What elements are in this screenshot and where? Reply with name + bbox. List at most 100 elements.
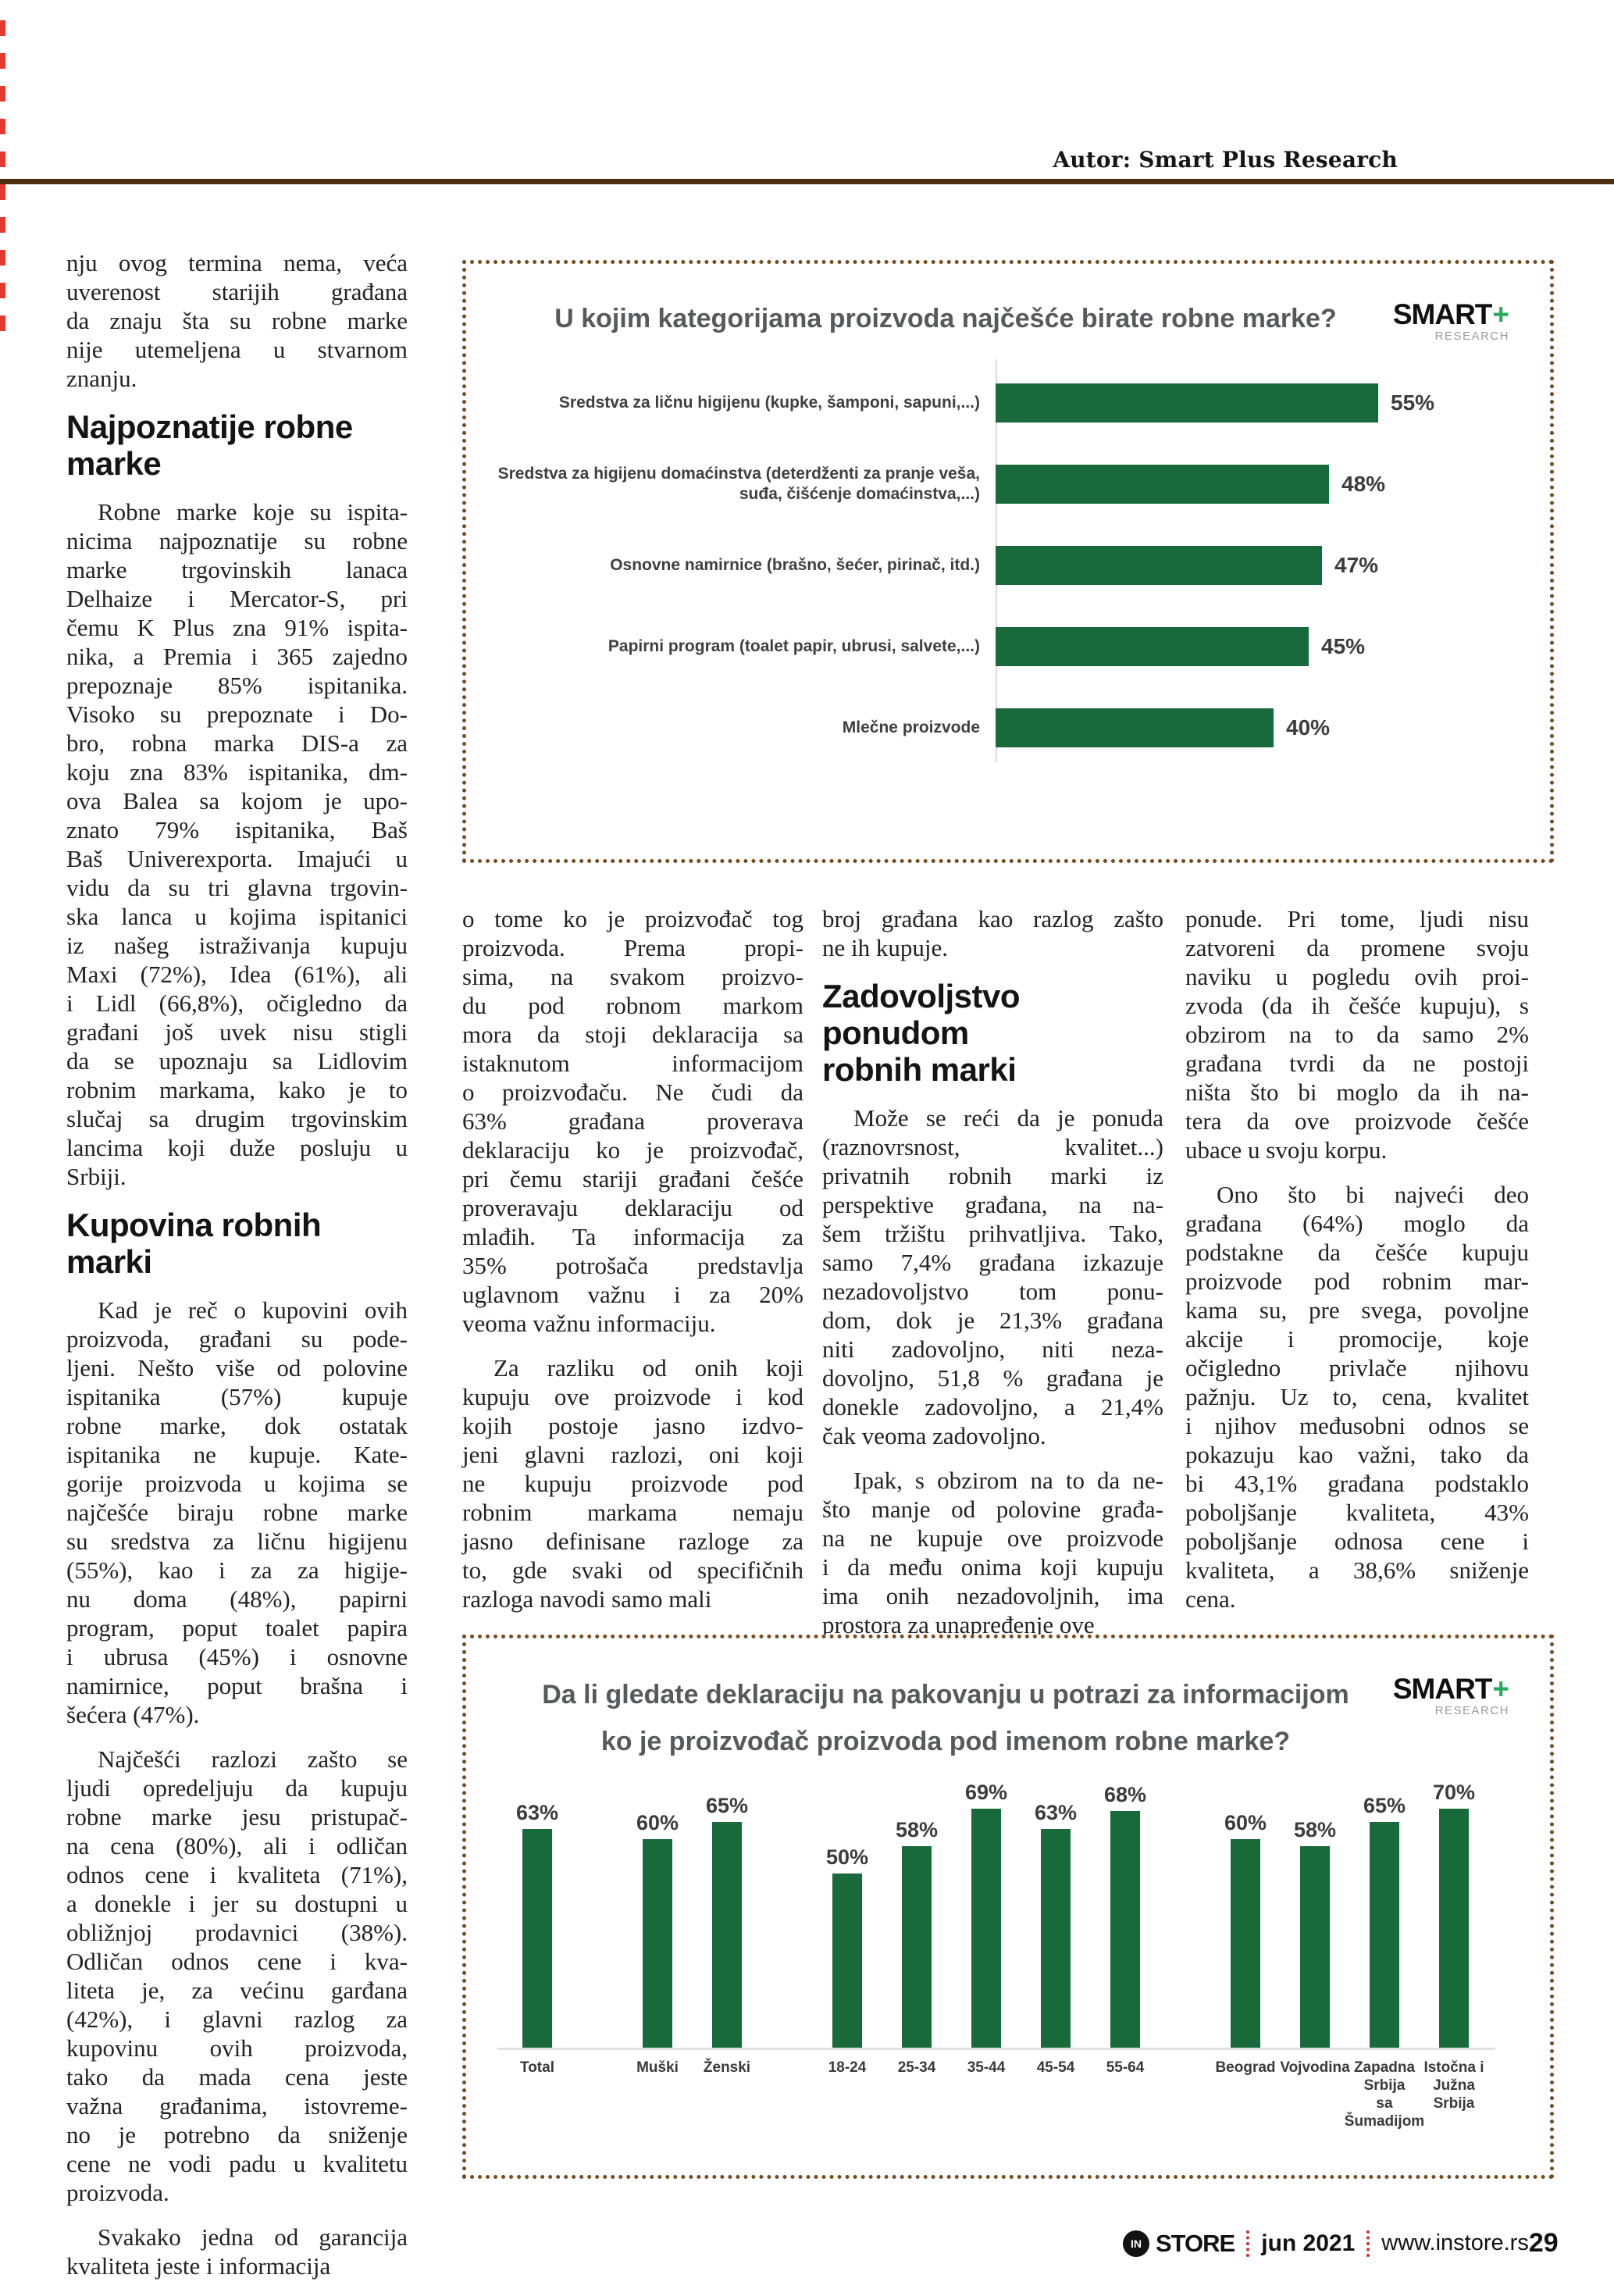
bar-value-label: 65% xyxy=(705,1794,749,1817)
section-heading: Zadovoljstvo ponudom robnih marki xyxy=(822,978,1163,1088)
text-line: ljeni. Nešto više od polovine xyxy=(66,1354,408,1382)
text-column-4: ponude. Pri tome, ljudi nisu zatvoreni da… xyxy=(1185,904,1529,1629)
category-line: sa xyxy=(1376,2095,1393,2112)
bar xyxy=(1438,1809,1469,2048)
text-line: jasno definisane razloge za xyxy=(462,1528,803,1555)
bar-box: 65% xyxy=(1363,1781,1406,2048)
bar-value-label: 70% xyxy=(1432,1781,1476,1804)
category-line: 25-34 xyxy=(897,2059,936,2076)
category-line: Beograd xyxy=(1215,2059,1276,2076)
paragraph: broj građana kao razlog zašto ne ih kupuj… xyxy=(822,904,1163,962)
category-line: Šumadijom xyxy=(1344,2113,1425,2130)
text-line: da znaju šta su robne marke xyxy=(66,307,408,334)
bar-value-label: 58% xyxy=(1293,1818,1337,1841)
text-line: Najčešći razlozi zašto se xyxy=(98,1745,408,1773)
text-line: marke trgovinskih lanaca xyxy=(66,556,408,583)
text-line: 35% potrošača predstavlja xyxy=(462,1252,803,1279)
text-line: liteta je, za većinu garđana xyxy=(66,1977,408,2004)
text-line: građana (64%) moglo da xyxy=(1185,1210,1529,1237)
bar-column: 70% Istočna i Južna Srbija xyxy=(1420,1781,1488,2112)
paragraph: Može se reći da je ponuda (raznovrsnost, … xyxy=(822,1103,1163,1450)
text-line: proizvoda. Prema propi- xyxy=(462,934,803,961)
bar-column: 60% Beograd xyxy=(1212,1781,1279,2077)
bar-box: 63% xyxy=(1035,1781,1077,2048)
text-line: i ubrusa (45%) i osnovne xyxy=(66,1643,408,1670)
text-line: proizvoda. xyxy=(66,2179,169,2206)
text-line: na ne kupuje ove proizvode xyxy=(822,1524,1163,1552)
bar-category-label: Ženski xyxy=(704,2059,750,2077)
text-line: jeni glavni razlozi, oni koji xyxy=(462,1441,803,1468)
text-line: šećera (47%). xyxy=(66,1701,200,1728)
section-heading: Najpoznatije robne marke xyxy=(66,408,408,482)
text-line: tera da ove proizvode češće xyxy=(1185,1107,1529,1135)
text-line: Zadovoljstvo ponudom xyxy=(822,978,1021,1051)
issue-date: jun 2021 xyxy=(1261,2230,1356,2256)
text-line: donekle zadovoljno, a 21,4% xyxy=(822,1393,1163,1421)
bar xyxy=(1299,1846,1330,2048)
text-line: robnih marki xyxy=(822,1051,1017,1088)
bar-value-label: 63% xyxy=(1034,1801,1078,1824)
bar-category-label: Vojvodina xyxy=(1280,2059,1349,2077)
text-line: niti zadovoljno, niti neza- xyxy=(822,1335,1163,1363)
text-line: najčešće biraju robne marke xyxy=(66,1499,408,1526)
bar-box: 63% xyxy=(516,1781,558,2048)
bar xyxy=(1110,1811,1140,2048)
text-line: privatnih robnih marki iz xyxy=(822,1162,1163,1189)
text-line: veoma važnu informaciju. xyxy=(462,1310,716,1337)
bar-value-label: 55% xyxy=(1391,390,1435,415)
text-line: no je potrebno da sniženje xyxy=(66,2121,408,2148)
text-line: podstakne da češće kupuju xyxy=(1185,1239,1529,1266)
chart2-plot: 63% Total 60% Muški 65% Ženski 50% 18-24 58% 25-3… xyxy=(466,1781,1550,2130)
text-line: Za razliku od onih koji xyxy=(493,1354,803,1382)
text-line: ispitanika ne kupuje. Kate- xyxy=(66,1441,408,1468)
bar-column: 63% 45-54 xyxy=(1022,1781,1089,2077)
bar-value-label: 48% xyxy=(1341,472,1386,496)
text-line: čemu K Plus zna 91% ispita- xyxy=(66,614,408,641)
text-line: kvaliteta jeste i informacija xyxy=(66,2252,331,2280)
bar-box: 50% xyxy=(826,1781,868,2048)
bar-column: 58% Vojvodina xyxy=(1280,1781,1349,2077)
text-line: samo 7,4% građana izkazuje xyxy=(822,1249,1163,1276)
text-column-2: o tome ko je proizvođač tog proizvoda. Pr… xyxy=(462,904,803,1629)
bar xyxy=(996,708,1274,747)
bar xyxy=(1230,1839,1260,2048)
text-line: prostora za unapređenje ove xyxy=(822,1611,1095,1638)
text-line: dom, dok je 21,3% građana xyxy=(822,1307,1163,1334)
bar-row: Osnovne namirnice (brašno, šećer, pirina… xyxy=(466,525,1550,606)
text-line: marke xyxy=(66,445,162,482)
bar-box: 58% xyxy=(896,1781,938,2048)
paragraph: nju ovog termina nema, veća uverenost sta… xyxy=(66,248,408,393)
text-line: Kad je reč o kupovini ovih xyxy=(98,1296,408,1324)
text-column-1: nju ovog termina nema, veća uverenost sta… xyxy=(66,248,408,2296)
text-line: robnim markama, kako je to xyxy=(66,1076,408,1103)
paragraph: Ono što bi najveći deo građana (64%) mogl… xyxy=(1185,1180,1529,1613)
bar-row: Papirni program (toalet papir, ubrusi, s… xyxy=(466,606,1550,687)
text-line: uverenost starijih građana xyxy=(66,278,408,305)
bar-box: 58% xyxy=(1294,1781,1336,2048)
text-line: ima onih nezadovoljnih, ima xyxy=(822,1582,1163,1610)
text-line: a donekle i jer su dostupni u xyxy=(66,1890,408,1917)
smart-plus-research-logo: SMART+ RESEARCH xyxy=(1393,298,1509,343)
bar-value-label: 69% xyxy=(964,1781,1008,1804)
text-line: znanju. xyxy=(66,365,137,392)
bar-column: 65% Zapadna Srbija sa Šumadijom xyxy=(1345,1781,1424,2130)
category-line: Vojvodina xyxy=(1280,2059,1350,2076)
category-line: Istočna i xyxy=(1423,2059,1484,2076)
text-line: uglavnom važnu i za 20% xyxy=(462,1281,803,1308)
category-line: 45-54 xyxy=(1036,2059,1075,2076)
paragraph: Ipak, s obzirom na to da ne-što manje od… xyxy=(822,1466,1163,1639)
text-line: mora da stoji deklaracija sa xyxy=(462,1021,803,1048)
bar-category-label: 55-64 xyxy=(1106,2059,1145,2077)
plus-icon: + xyxy=(1492,298,1509,330)
text-line: kama su, pre svega, povoljne xyxy=(1185,1296,1529,1324)
category-line: Ženski xyxy=(703,2059,751,2076)
text-line: slučaj sa drugim trgovinskim xyxy=(66,1105,408,1132)
chart-declaration-reading: SMART+ RESEARCH Da li gledate deklaracij… xyxy=(462,1635,1554,2179)
paragraph: Za razliku od onih koji kupuju ove proizv… xyxy=(462,1353,803,1613)
category-line: 35-44 xyxy=(967,2059,1006,2076)
text-line: proizvode pod robnim mar- xyxy=(1185,1267,1529,1295)
bar-value-label: 68% xyxy=(1103,1783,1147,1806)
text-line: ljudi opredeljuju da kupuju xyxy=(66,1774,408,1802)
bar-category-label: Total xyxy=(520,2059,554,2077)
text-line: proizvoda, građani su pode- xyxy=(66,1325,408,1353)
